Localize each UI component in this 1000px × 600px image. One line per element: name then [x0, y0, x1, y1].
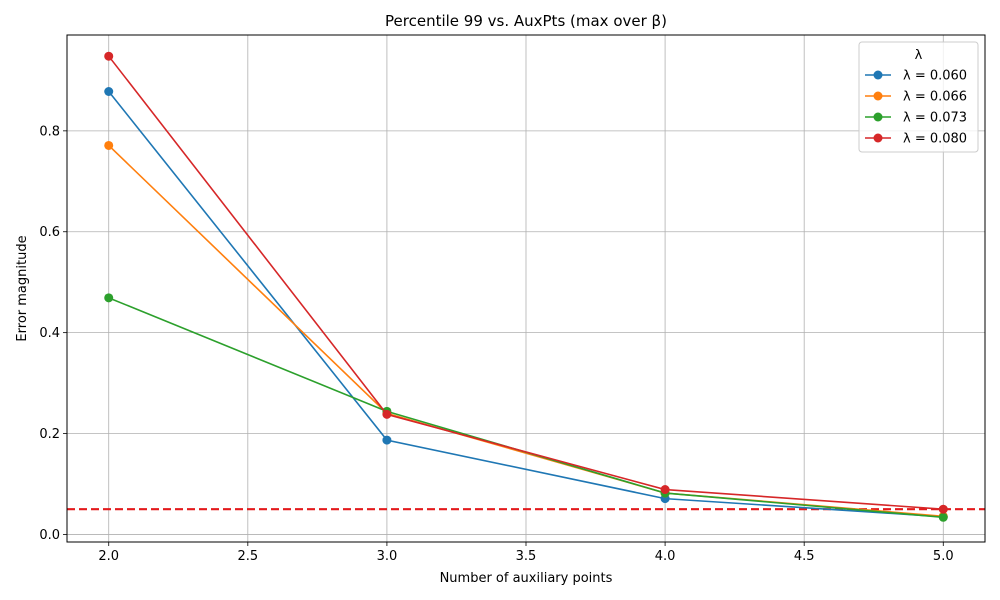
series-4 [104, 51, 948, 514]
x-tick-label: 2.0 [98, 549, 119, 564]
y-tick-label: 0.0 [39, 528, 60, 543]
grid [67, 35, 985, 542]
data-point [382, 409, 392, 419]
legend-item: λ = 0.060 [865, 69, 967, 84]
legend-item: λ = 0.080 [865, 132, 967, 147]
legend-swatch-marker [873, 91, 883, 101]
legend-title: λ [915, 48, 923, 63]
y-tick-label: 0.2 [39, 427, 60, 442]
legend: λ λ = 0.060 λ = 0.066 λ = 0.073 λ = 0.080 [858, 41, 979, 153]
y-tick-label: 0.4 [39, 326, 60, 341]
legend-label: λ = 0.066 [903, 90, 967, 105]
legend-label: λ = 0.080 [903, 132, 967, 147]
data-point [104, 140, 114, 150]
legend-label: λ = 0.073 [903, 111, 967, 126]
legend-items: λ = 0.060 λ = 0.066 λ = 0.073 λ = 0.080 [865, 69, 967, 147]
data-point [104, 87, 114, 97]
legend-label: λ = 0.060 [903, 69, 967, 84]
x-tick-label: 3.0 [377, 549, 398, 564]
legend-item: λ = 0.066 [865, 90, 967, 105]
x-tick-label: 5.0 [933, 549, 954, 564]
y-tick-label: 0.8 [39, 124, 60, 139]
x-tick-label: 4.5 [794, 549, 815, 564]
x-tick-label: 3.5 [516, 549, 537, 564]
legend-swatch-marker [873, 133, 883, 143]
chart-title: Percentile 99 vs. AuxPts (max over β) [385, 12, 667, 30]
data-point [938, 512, 948, 522]
data-point [104, 293, 114, 303]
data-point [660, 485, 670, 495]
x-tick-label: 2.5 [237, 549, 258, 564]
y-tick-label: 0.6 [39, 225, 60, 240]
x-axis-label: Number of auxiliary points [440, 571, 613, 586]
y-axis-label: Error magnitude [15, 235, 30, 341]
legend-swatch-marker [873, 112, 883, 122]
data-point [382, 435, 392, 445]
series-layer [104, 51, 948, 522]
data-point [104, 51, 114, 61]
legend-box [858, 41, 979, 153]
legend-swatch-marker [873, 70, 883, 80]
ticks: 2.0 2.5 3.0 3.5 4.0 4.5 5.0 0.0 0.2 0.4 0.6 0.8 [39, 124, 953, 564]
legend-item: λ = 0.073 [865, 111, 967, 126]
x-tick-label: 4.0 [655, 549, 676, 564]
data-point [938, 504, 948, 514]
series-line [108, 55, 944, 511]
series-line [108, 91, 944, 518]
